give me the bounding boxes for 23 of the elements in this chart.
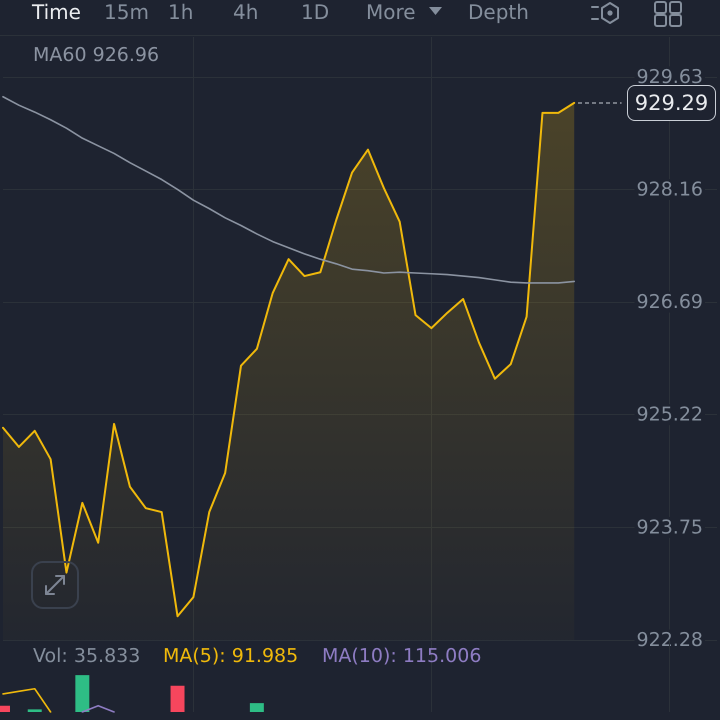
text: 4h [233,0,258,24]
text: 15m [104,0,149,24]
y-tick-label: 923.75 [636,516,703,538]
text: Time [32,0,81,24]
text: 1D [301,0,330,24]
bar [28,709,42,712]
bar [250,703,264,712]
y-tick-label: 925.22 [636,404,703,426]
text: Depth [468,0,529,24]
y-tick-label: 929.63 [636,66,703,88]
y-tick-label: 926.69 [636,291,703,314]
text: MA(5): 91.985 [163,644,298,668]
y-tick-label: 922.28 [636,629,703,651]
text: Vol: 35.833 [33,644,140,668]
text: More [366,0,416,24]
text: MA(10): 115.006 [322,644,482,668]
y-tick-label: 928.16 [636,178,703,200]
bar [170,686,185,712]
text: MA60 926.96 [33,44,160,66]
text: 929.29 [634,90,708,115]
text: 1h [168,0,194,24]
line-series [2,96,575,284]
bar [75,675,90,712]
